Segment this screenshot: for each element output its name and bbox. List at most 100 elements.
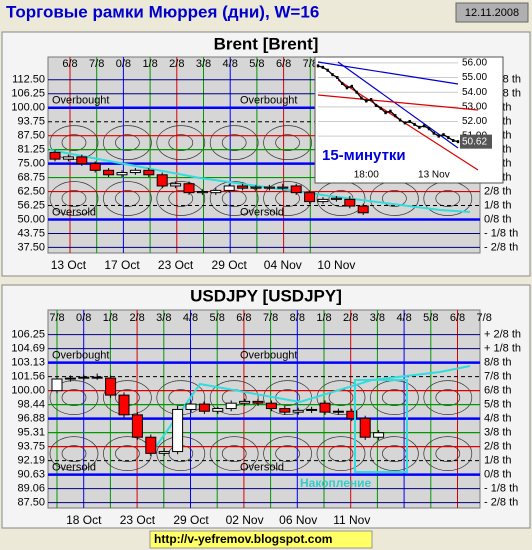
- murrey-ellipse: [423, 436, 473, 471]
- level-label: 1/8 th: [484, 199, 512, 211]
- price-bar: [316, 64, 320, 68]
- x-tick-label: 18 Oct: [66, 513, 102, 527]
- murrey-ellipse: [49, 436, 99, 471]
- level-label: 6/8 th: [484, 385, 512, 397]
- price-bar: [345, 86, 349, 90]
- candle-body: [198, 403, 210, 412]
- candle-body: [62, 156, 74, 160]
- candle-body: [76, 156, 88, 165]
- y-tick-label: 112.50: [12, 74, 45, 86]
- murrey-ellipse: [61, 190, 87, 207]
- time-label: 0/8: [76, 312, 91, 324]
- price-bar: [369, 98, 373, 102]
- candle-body: [105, 377, 117, 396]
- y-tick-label: 75.00: [17, 158, 45, 170]
- murrey-ellipse: [370, 436, 419, 471]
- candle-body: [118, 394, 130, 416]
- price-bar: [418, 125, 421, 129]
- candle-body: [319, 402, 331, 413]
- annotation: Накопление: [300, 476, 372, 490]
- price-tag: [460, 134, 492, 149]
- murrey-ellipse: [168, 190, 194, 207]
- level-label: + 1/8 th: [484, 343, 521, 355]
- candle-body: [252, 400, 264, 404]
- y-tick-label: 56.00: [462, 58, 487, 69]
- time-label: 6/8: [450, 312, 465, 324]
- x-tick-label: 23 Oct: [120, 513, 156, 527]
- candle-body: [196, 191, 208, 194]
- time-label: 5/8: [423, 312, 438, 324]
- channel: [317, 61, 459, 85]
- price-bar: [432, 131, 436, 135]
- x-tick-label: 17 Oct: [104, 258, 140, 272]
- murrey-ellipse: [221, 134, 247, 152]
- candle-body: [277, 186, 289, 189]
- murrey-ellipse: [328, 445, 354, 462]
- x-tick-label: 10 Nov: [317, 258, 355, 272]
- y-tick-label: 101.56: [11, 371, 45, 383]
- level-label: - 2/8 th: [484, 497, 518, 509]
- channel: [337, 79, 479, 171]
- y-tick-label: 81.25: [17, 144, 45, 156]
- murrey-ellipse: [275, 445, 300, 462]
- candle-body: [143, 169, 155, 176]
- y-tick-label: 43.75: [17, 227, 45, 239]
- trend-line: [149, 365, 471, 456]
- level-label: 0/8 th: [484, 468, 512, 480]
- page-title: Торговые рамки Мюррея (дни), W=16: [6, 2, 319, 21]
- annotation: Overbought: [52, 95, 109, 107]
- price-bar: [413, 122, 416, 126]
- price-bar: [374, 103, 378, 107]
- annotation: Overbought: [52, 349, 109, 361]
- murrey-ellipse: [61, 389, 87, 406]
- price-bar: [321, 65, 325, 69]
- candle-body: [212, 408, 224, 412]
- candle-body: [170, 183, 182, 187]
- murrey-ellipse: [316, 436, 366, 471]
- y-tick-label: 106.25: [11, 88, 45, 100]
- price-bar: [442, 133, 445, 137]
- y-tick-label: 100.00: [11, 385, 45, 397]
- x-tick-label: 29 Oct: [212, 258, 248, 272]
- candle-body: [304, 192, 316, 203]
- price-bar: [350, 84, 353, 88]
- inset-title: 15-минутки: [322, 147, 406, 164]
- time-label: 1/8: [103, 312, 118, 324]
- murrey-ellipse: [209, 380, 259, 415]
- level-label: 2/8 th: [484, 185, 512, 197]
- x-tick-label: 13 Oct: [51, 258, 87, 272]
- candle-body: [290, 185, 302, 194]
- plot-area: [47, 309, 481, 509]
- footer: http://v-yefremov.blogspot.com: [154, 532, 332, 546]
- x-tick-label: 04 Nov: [264, 258, 302, 272]
- murrey-ellipse: [61, 134, 87, 152]
- murrey-ellipse: [209, 181, 259, 216]
- candle-body: [239, 400, 251, 404]
- murrey-ellipse: [275, 134, 300, 152]
- price-bar: [394, 114, 397, 118]
- y-tick-label: 103.13: [11, 356, 45, 368]
- y-tick-label: 50.00: [17, 213, 45, 225]
- candle-body: [116, 172, 128, 176]
- candle-body: [145, 436, 157, 454]
- level-label: 3/8 th: [484, 427, 512, 439]
- x-tick-label: 06 Nov: [279, 513, 317, 527]
- price-tag-label: 50.62: [462, 136, 487, 147]
- time-label: 6/8: [276, 58, 291, 70]
- murrey-ellipse: [435, 445, 461, 462]
- y-tick-label: 52.00: [462, 116, 487, 127]
- y-tick-label: 68.75: [17, 171, 45, 183]
- price-bar: [451, 138, 455, 142]
- murrey-ellipse: [209, 125, 259, 161]
- time-label: 2/8: [169, 58, 184, 70]
- x-tick-label: 18:00: [354, 170, 379, 181]
- candle-body: [359, 417, 371, 438]
- murrey-ellipse: [115, 190, 140, 207]
- price-bar: [326, 68, 329, 72]
- murrey-ellipse: [115, 134, 140, 152]
- y-tick-label: 56.25: [17, 199, 45, 211]
- candle-body: [185, 403, 197, 410]
- time-label: 1/8: [316, 312, 331, 324]
- candle-body: [344, 198, 356, 207]
- candle-body: [263, 186, 275, 189]
